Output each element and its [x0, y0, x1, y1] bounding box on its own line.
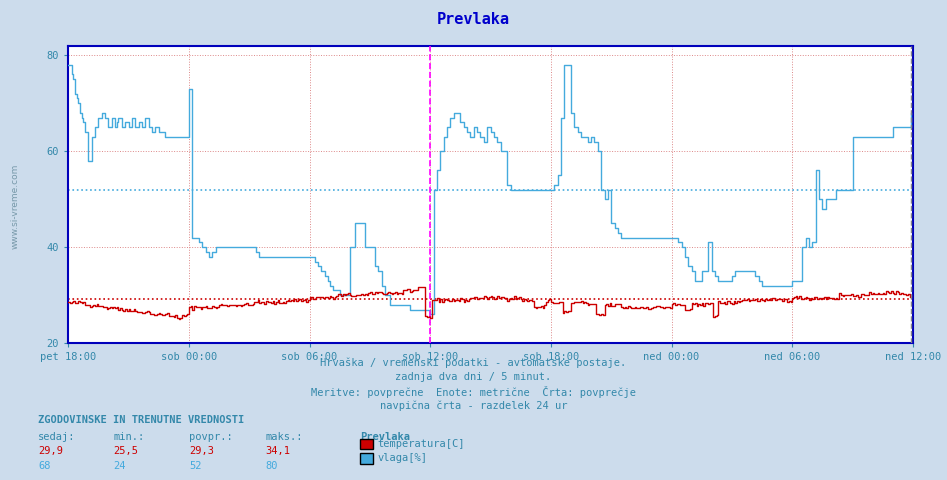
Text: Meritve: povprečne  Enote: metrične  Črta: povprečje: Meritve: povprečne Enote: metrične Črta:… [311, 386, 636, 398]
Text: 52: 52 [189, 461, 202, 471]
Text: zadnja dva dni / 5 minut.: zadnja dva dni / 5 minut. [396, 372, 551, 382]
Text: www.si-vreme.com: www.si-vreme.com [10, 164, 20, 249]
Text: navpična črta - razdelek 24 ur: navpična črta - razdelek 24 ur [380, 401, 567, 411]
Text: 29,3: 29,3 [189, 446, 214, 456]
Text: Prevlaka: Prevlaka [360, 432, 410, 442]
Text: ZGODOVINSKE IN TRENUTNE VREDNOSTI: ZGODOVINSKE IN TRENUTNE VREDNOSTI [38, 415, 244, 425]
Text: Hrvaška / vremenski podatki - avtomatske postaje.: Hrvaška / vremenski podatki - avtomatske… [320, 358, 627, 368]
Text: temperatura[C]: temperatura[C] [378, 439, 465, 449]
Text: 25,5: 25,5 [114, 446, 138, 456]
Text: maks.:: maks.: [265, 432, 303, 442]
Text: 29,9: 29,9 [38, 446, 63, 456]
Text: povpr.:: povpr.: [189, 432, 233, 442]
Text: Prevlaka: Prevlaka [437, 12, 510, 27]
Text: vlaga[%]: vlaga[%] [378, 454, 428, 463]
Text: 24: 24 [114, 461, 126, 471]
Text: 34,1: 34,1 [265, 446, 290, 456]
Text: 68: 68 [38, 461, 50, 471]
Text: 80: 80 [265, 461, 277, 471]
Text: min.:: min.: [114, 432, 145, 442]
Text: sedaj:: sedaj: [38, 432, 76, 442]
